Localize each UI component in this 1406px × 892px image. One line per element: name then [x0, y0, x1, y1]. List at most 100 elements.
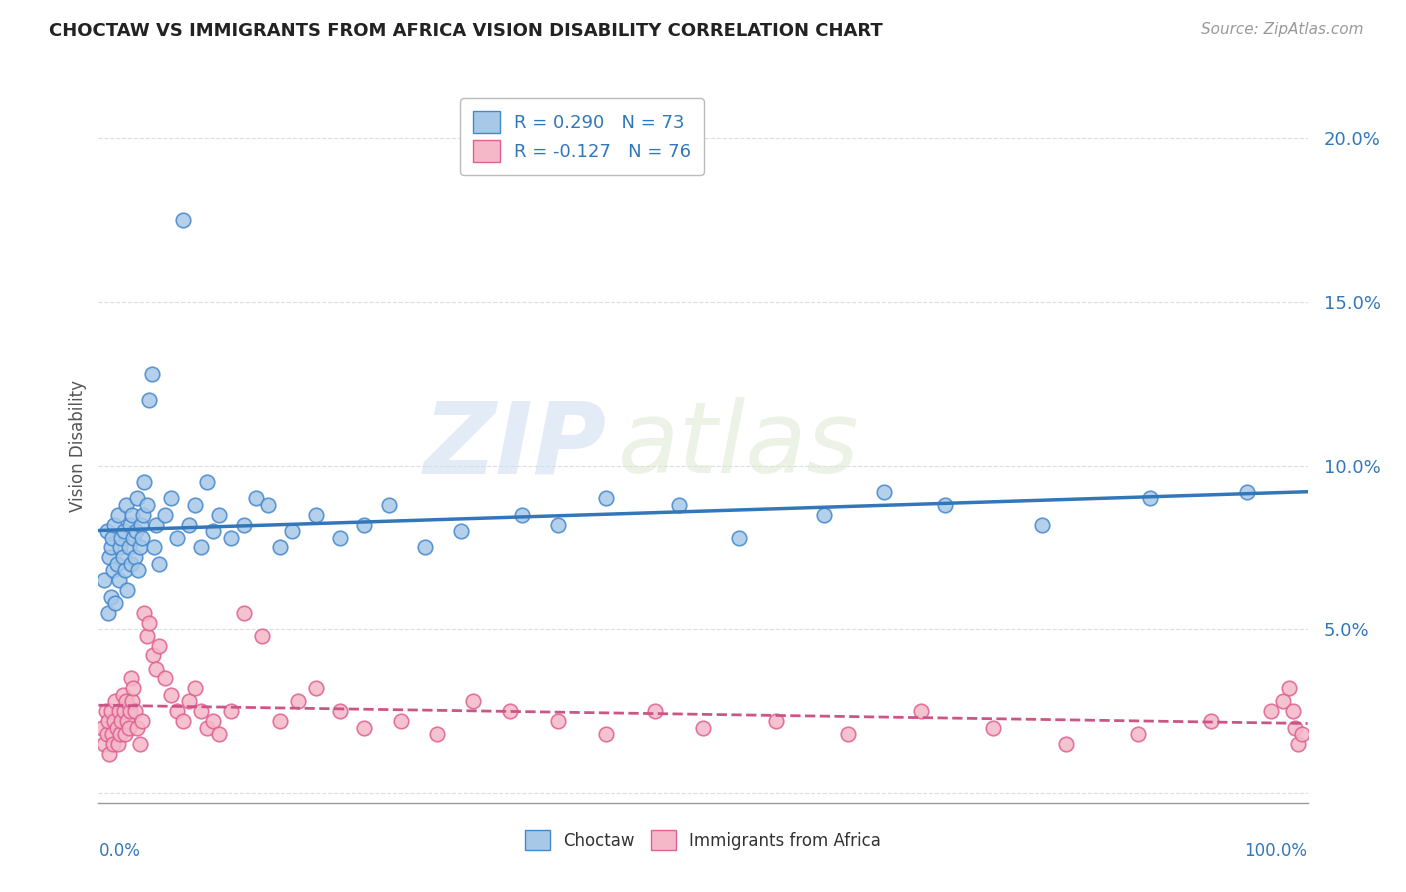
Point	[145, 517, 167, 532]
Point	[111, 550, 134, 565]
Point	[426, 727, 449, 741]
Point	[190, 704, 212, 718]
Point	[1286, 737, 1309, 751]
Point	[114, 727, 136, 741]
Point	[91, 721, 114, 735]
Point	[305, 508, 328, 522]
Point	[160, 491, 183, 506]
Point	[179, 517, 201, 532]
Point	[221, 704, 243, 718]
Point	[873, 484, 896, 499]
Point	[118, 704, 141, 718]
Point	[353, 721, 375, 735]
Point	[103, 517, 125, 532]
Point	[148, 639, 170, 653]
Point	[305, 681, 328, 696]
Point	[118, 721, 141, 735]
Point	[668, 498, 690, 512]
Point	[121, 508, 143, 522]
Point	[232, 517, 254, 532]
Point	[595, 727, 617, 741]
Point	[127, 721, 149, 735]
Point	[728, 531, 751, 545]
Point	[190, 541, 212, 555]
Point	[129, 517, 152, 532]
Point	[547, 714, 569, 728]
Point	[127, 563, 149, 577]
Point	[148, 557, 170, 571]
Point	[117, 582, 139, 597]
Point	[120, 672, 142, 686]
Point	[837, 727, 859, 741]
Point	[353, 517, 375, 532]
Point	[107, 737, 129, 751]
Point	[100, 727, 122, 741]
Point	[114, 563, 136, 577]
Point	[1139, 491, 1161, 506]
Point	[287, 694, 309, 708]
Point	[153, 672, 176, 686]
Point	[111, 688, 134, 702]
Point	[463, 694, 485, 708]
Point	[195, 475, 218, 489]
Point	[108, 541, 131, 555]
Point	[115, 498, 138, 512]
Point	[105, 721, 128, 735]
Point	[166, 704, 188, 718]
Point	[103, 714, 125, 728]
Point	[256, 498, 278, 512]
Point	[138, 615, 160, 630]
Point	[1291, 727, 1313, 741]
Text: Source: ZipAtlas.com: Source: ZipAtlas.com	[1201, 22, 1364, 37]
Point	[145, 662, 167, 676]
Point	[118, 541, 141, 555]
Point	[128, 541, 150, 555]
Point	[98, 747, 121, 761]
Y-axis label: Vision Disability: Vision Disability	[69, 380, 87, 512]
Point	[100, 541, 122, 555]
Point	[166, 531, 188, 545]
Point	[135, 498, 157, 512]
Text: atlas: atlas	[619, 398, 860, 494]
Point	[108, 573, 131, 587]
Point	[250, 629, 273, 643]
Point	[98, 550, 121, 565]
Point	[105, 557, 128, 571]
Point	[124, 704, 146, 718]
Point	[124, 550, 146, 565]
Point	[172, 714, 194, 728]
Point	[692, 721, 714, 735]
Point	[131, 531, 153, 545]
Point	[1282, 704, 1305, 718]
Point	[184, 498, 207, 512]
Point	[94, 704, 117, 718]
Text: 100.0%: 100.0%	[1244, 842, 1308, 860]
Point	[101, 563, 124, 577]
Legend: Choctaw, Immigrants from Africa: Choctaw, Immigrants from Africa	[516, 822, 890, 859]
Point	[1128, 727, 1150, 741]
Point	[100, 590, 122, 604]
Point	[100, 704, 122, 718]
Point	[122, 681, 145, 696]
Point	[179, 694, 201, 708]
Point	[110, 531, 132, 545]
Point	[765, 714, 787, 728]
Point	[450, 524, 472, 538]
Point	[221, 531, 243, 545]
Point	[329, 704, 352, 718]
Point	[1199, 714, 1222, 728]
Point	[1260, 704, 1282, 718]
Point	[121, 694, 143, 708]
Point	[110, 714, 132, 728]
Text: ZIP: ZIP	[423, 398, 606, 494]
Point	[232, 606, 254, 620]
Point	[107, 508, 129, 522]
Point	[101, 737, 124, 751]
Point	[498, 704, 520, 718]
Point	[1278, 681, 1301, 696]
Point	[981, 721, 1004, 735]
Point	[644, 704, 666, 718]
Point	[143, 541, 166, 555]
Point	[245, 491, 267, 506]
Point	[125, 524, 148, 538]
